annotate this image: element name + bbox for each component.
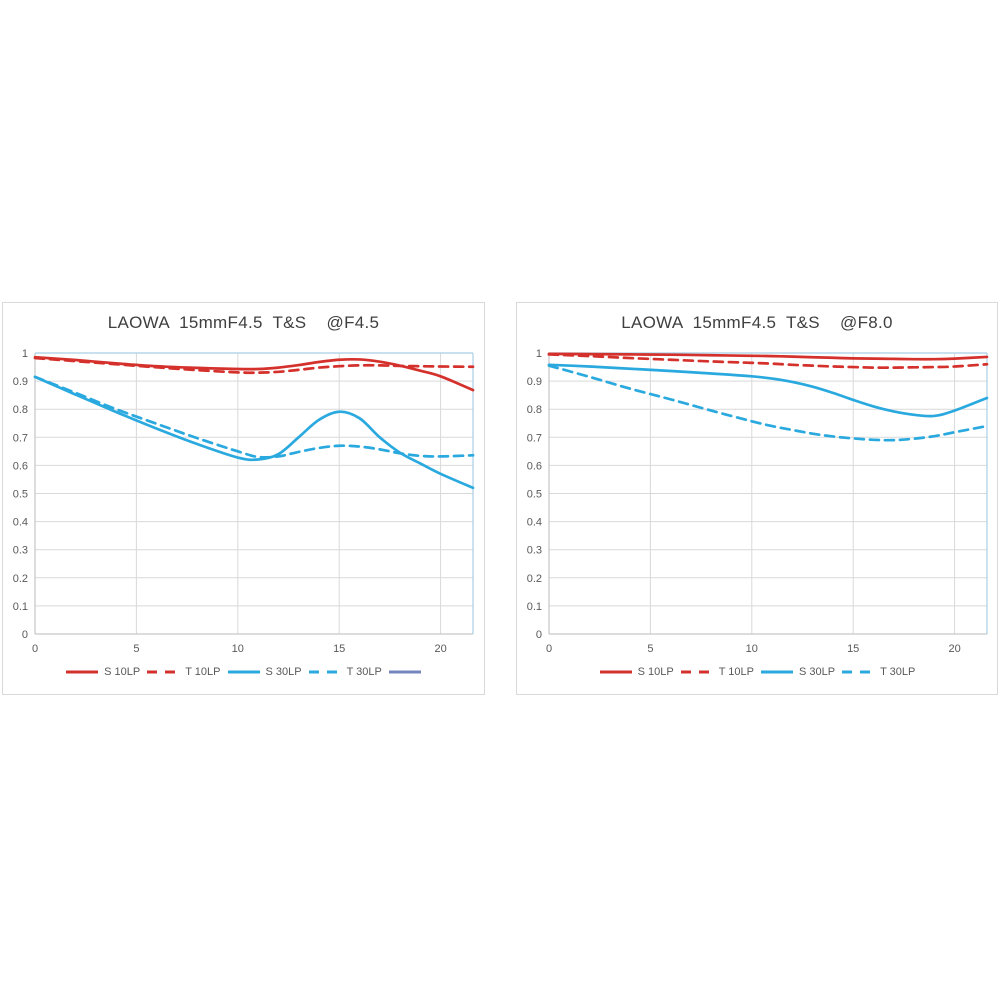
x-tick-label: 0 bbox=[546, 643, 552, 655]
x-tick-label: 20 bbox=[434, 643, 446, 655]
legend-item-s-10lp: S 10LP bbox=[65, 666, 140, 678]
legend-label: T 10LP bbox=[185, 666, 221, 678]
y-tick-label: 0.8 bbox=[527, 404, 542, 416]
chart-title: LAOWA 15mmF4.5 T&S @F4.5 bbox=[107, 313, 380, 332]
chart-legend: S 10LP T 10LP S 30LP T 30LP bbox=[3, 666, 484, 678]
y-tick-label: 0.1 bbox=[527, 601, 542, 613]
legend-label: S 10LP bbox=[104, 666, 141, 678]
y-tick-label: 0.9 bbox=[527, 376, 542, 388]
x-tick-label: 20 bbox=[948, 643, 960, 655]
y-tick-label: 0.3 bbox=[13, 545, 28, 557]
legend-item-t-30lp: T 30LP bbox=[841, 666, 915, 678]
y-tick-label: 0 bbox=[22, 629, 28, 641]
legend-line-sample bbox=[227, 670, 260, 674]
series-t-30lp-dashed bbox=[547, 364, 989, 442]
y-tick-label: 0.3 bbox=[527, 545, 542, 557]
mtf-plot-f8-0: 00.10.20.30.40.50.60.70.80.910 5 10 15 20 bbox=[527, 348, 989, 655]
y-tick-label: 0.5 bbox=[13, 489, 28, 501]
y-tick-label: 1 bbox=[22, 348, 28, 360]
mtf-chart-panel-f8-0: LAOWA 15mmF4.5 T&S @F8.0 0 0.1 0.2 0.3 0.4 0.… bbox=[516, 302, 998, 695]
x-tick-label: 5 bbox=[647, 643, 653, 655]
x-tick-label: 0 bbox=[32, 643, 38, 655]
y-tick-label: 0.6 bbox=[527, 460, 542, 472]
y-tick-label: 0.1 bbox=[13, 601, 28, 613]
legend-line-sample bbox=[147, 670, 180, 674]
legend-item-extra bbox=[388, 668, 422, 676]
legend-label: T 10LP bbox=[718, 666, 754, 678]
series-t-10lp-dashed bbox=[33, 356, 475, 375]
legend-line-sample bbox=[842, 670, 875, 674]
legend-line-sample bbox=[388, 670, 421, 674]
x-tick-label: 10 bbox=[232, 643, 244, 655]
legend-item-t-10lp: T 10LP bbox=[146, 666, 221, 678]
y-tick-label: 0 bbox=[536, 629, 542, 641]
x-tick-label: 10 bbox=[746, 643, 758, 655]
mtf-plot-f4-5: 00.10.20.30.40.50.60.70.80.910 5 10 15 20 bbox=[13, 348, 475, 655]
series-s-30lp-solid bbox=[33, 375, 475, 490]
legend-line-sample bbox=[308, 670, 341, 674]
y-tick-label: 0.8 bbox=[13, 404, 28, 416]
y-tick-label: 0.9 bbox=[13, 376, 28, 388]
y-tick-label: 0.2 bbox=[13, 573, 28, 585]
legend-label: S 30LP bbox=[265, 666, 302, 678]
legend-item-s-10lp: S 10LP bbox=[599, 666, 674, 678]
y-tick-label: 0.7 bbox=[527, 432, 542, 444]
legend-line-sample bbox=[680, 670, 713, 674]
series-s-30lp-solid bbox=[547, 363, 989, 418]
y-tick-label: 0.6 bbox=[13, 460, 28, 472]
legend-line-sample bbox=[599, 670, 632, 674]
chart-title: LAOWA 15mmF4.5 T&S @F8.0 bbox=[621, 313, 893, 332]
legend-label: T 30LP bbox=[346, 666, 382, 678]
legend-item-t-30lp: T 30LP bbox=[308, 666, 382, 678]
y-tick-label: 0.7 bbox=[13, 432, 28, 444]
series-s-10lp-solid bbox=[547, 352, 989, 361]
series-t-30lp-dashed bbox=[33, 375, 475, 459]
y-tick-label: 0.5 bbox=[527, 489, 542, 501]
legend-item-s-30lp: S 30LP bbox=[227, 666, 302, 678]
x-tick-label: 15 bbox=[847, 643, 859, 655]
x-tick-label: 5 bbox=[133, 643, 139, 655]
legend-line-sample bbox=[66, 670, 99, 674]
x-tick-label: 15 bbox=[333, 643, 345, 655]
legend-item-t-10lp: T 10LP bbox=[680, 666, 754, 678]
y-tick-label: 0.4 bbox=[13, 517, 28, 529]
mtf-chart-panel-f4-5: LAOWA 15mmF4.5 T&S @F4.5 0 0.1 0.2 0.3 0.4 0.… bbox=[2, 302, 485, 695]
legend-label: S 30LP bbox=[799, 666, 836, 678]
y-tick-label: 0.2 bbox=[527, 573, 542, 585]
y-tick-label: 0.4 bbox=[527, 517, 542, 529]
legend-item-s-30lp: S 30LP bbox=[760, 666, 835, 678]
chart-legend: S 10LP T 10LP S 30LP T 30LP bbox=[517, 666, 997, 678]
series-t-10lp-dashed bbox=[547, 353, 989, 370]
legend-label: T 30LP bbox=[880, 666, 916, 678]
legend-label: S 10LP bbox=[637, 666, 674, 678]
legend-line-sample bbox=[761, 670, 793, 674]
y-tick-label: 1 bbox=[536, 348, 542, 360]
